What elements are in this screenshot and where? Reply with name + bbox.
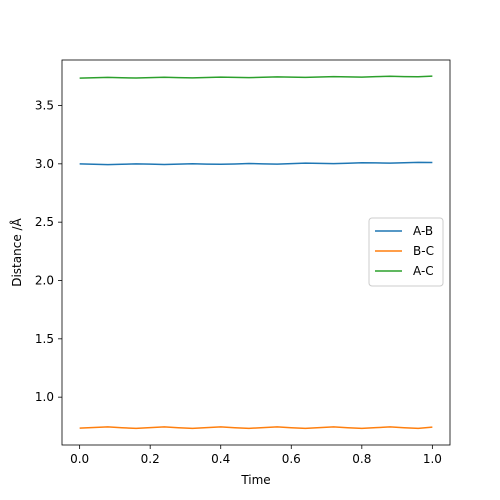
y-tick-label: 1.5	[35, 332, 54, 346]
x-axis-ticks: 0.0 0.2 0.4 0.6 0.8 1.0	[70, 445, 442, 466]
series-line-1	[79, 161, 433, 166]
y-tick-label: 3.0	[35, 157, 54, 171]
y-tick-label: 3.5	[35, 99, 54, 113]
y-tick-label: 2.0	[35, 274, 54, 288]
legend-label: A-B	[413, 224, 433, 238]
plot-lines	[79, 75, 433, 430]
y-tick-label: 2.5	[35, 215, 54, 229]
x-tick-label: 0.6	[282, 452, 301, 466]
series-line-2	[79, 426, 433, 430]
y-axis-ticks: 1.0 1.5 2.0 2.5 3.0 3.5	[35, 99, 62, 404]
x-axis-label: Time	[240, 473, 270, 487]
y-tick-label: 1.0	[35, 390, 54, 404]
x-tick-label: 1.0	[423, 452, 442, 466]
legend: A-B B-C A-C	[368, 217, 444, 287]
legend-label: B-C	[413, 244, 434, 258]
legend-label: A-C	[413, 264, 434, 278]
x-tick-label: 0.8	[352, 452, 371, 466]
y-axis-label: Distance /Å	[9, 217, 24, 286]
x-tick-label: 0.0	[70, 452, 89, 466]
x-tick-label: 0.4	[211, 452, 230, 466]
plot-frame	[61, 59, 451, 446]
series-line-3	[79, 75, 433, 79]
x-tick-label: 0.2	[141, 452, 160, 466]
legend-box	[368, 217, 444, 287]
